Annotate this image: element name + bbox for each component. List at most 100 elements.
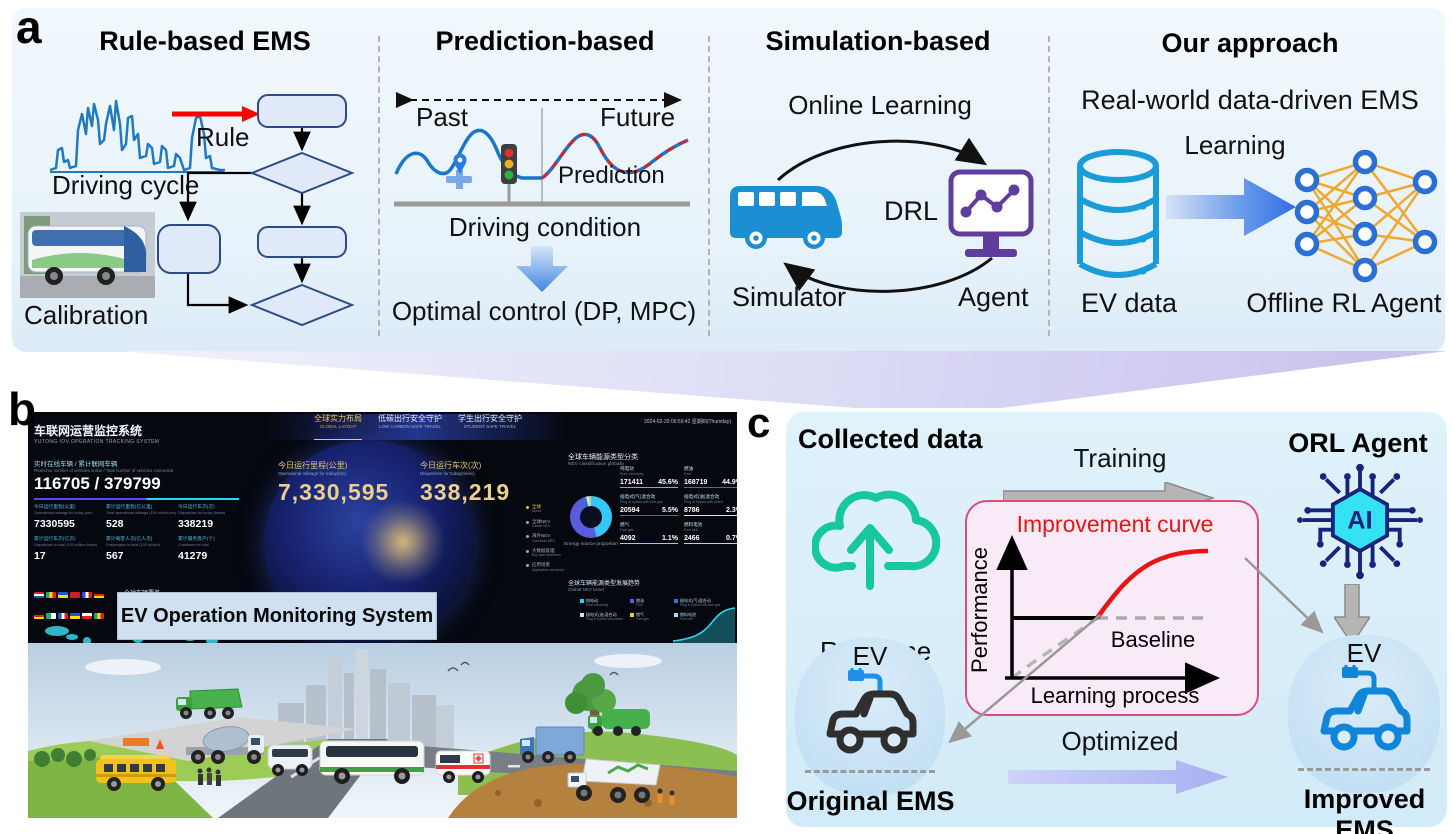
nev-heading-zh: 全球车辆能源类型分类 [568,454,638,461]
panel-c-label: c [747,399,771,446]
school-bus-illustration [96,755,176,791]
dashboard-title-en: YUTONG IOV OPERATION TRACKING SYSTEM [34,439,160,445]
menu-item-big-data[interactable]: 大数据处理 Big data treatment [526,548,568,558]
past-label: Past [416,102,469,132]
tab-student-travel[interactable]: 学生出行安全守护 STUDENT SAFE TRAVEL [458,414,522,429]
dashboard-title-zh: 车联网运营监控系统 [34,424,143,438]
tree [565,673,616,733]
donut-label: Energy source proportion [564,542,618,547]
dashboard-tabs: 全球实力布局 GLOBAL LAYOUT 低碳出行安全守护 LOW CARBON… [268,414,568,440]
flag [58,613,68,619]
stat-customers-total: 累计服务客户(个) Customers in total 41279 [178,537,215,563]
original-ev-car-icon [826,668,917,754]
ground-dashed-line [1298,768,1430,771]
flag [94,613,104,619]
energy-stats: 纯电动 Pure electricity 171411 45.6% 燃油 Fuel 1… [620,466,737,545]
column-separator [708,36,710,336]
online-vehicles-value: 116705 / 379799 [34,474,161,493]
agent-to-ev-arrow [1334,584,1370,644]
dashboard-menu: 全球 World 全球NEV Global NEV 海外NEV Overseas NE… [526,504,568,577]
original-ev-blob [795,638,945,796]
chart-connector-lines [948,557,1324,744]
trend-legend: 纯电动 Pure electricity 插电式(油)混合动 Plug in hyb… [580,598,736,625]
agent-label: Agent [958,282,1029,312]
stat-mileage-today: 今日运行里程(公里) Operational mileage for today … [34,505,93,531]
bus-icon [730,186,842,249]
simulation-based-title: Simulation-based [765,26,991,56]
collected-data-label: Collected data [798,424,983,454]
tab-low-carbon[interactable]: 低碳出行安全守护 LOW CARBON SAFE TRAVEL [378,414,442,429]
dirt-ground [448,763,737,818]
learning-process-axis-label: Learning process [1031,683,1200,708]
ev-monitoring-banner: EV Operation Monitoring System [117,592,437,640]
learning-loop-arrows [776,137,993,293]
tab-global-layout[interactable]: 全球实力布局 GLOBAL LAYOUT [314,414,362,440]
road-barrier [123,738,149,746]
ev-left-label: EV [852,641,888,671]
trend-area-chart [673,607,735,645]
energy-pure-electric: 纯电动 Pure electricity 171411 45.6% [620,466,678,489]
center-stat-mileage: 今日运行里程(公里) Operational mileage for today… [278,461,390,505]
workers [657,788,675,805]
energy-fuel-gas: 燃气 Fuel gas 4092 1.1% [620,522,678,545]
flowchart-box [257,226,347,258]
rule-label: Rule [196,122,250,152]
rule-based-title: Rule-based EMS [99,26,311,56]
traffic-light-icon [501,144,517,204]
menu-item-scenarios[interactable]: 应用场景 Applicable scenarios [526,562,568,572]
down-arrow-icon [516,246,568,292]
center-stat-dispatches: 今日运行车次(次) Dispatches for today(times) 33… [420,461,511,505]
online-vehicles-label-en: Real-time number of vehicles online / To… [34,468,174,473]
progress-bar [34,498,239,500]
our-approach-title: Our approach [1161,28,1339,58]
improved-ev-car-icon [1320,665,1411,751]
trend-heading-zh: 全球车辆能源类型发展趋势 [568,581,641,587]
banner-text: EV Operation Monitoring System [120,604,434,627]
box-truck-illustration [520,726,585,763]
flag [34,613,44,619]
drl-label: DRL [884,196,939,226]
driving-condition-label: Driving condition [448,212,642,242]
mining-truck-illustration [567,758,661,803]
location-pin-icon [446,153,472,189]
stat-total-mileage: 累计运行里程(亿公里) Total operational mileage (10… [106,505,177,531]
rule-arrow [172,106,260,122]
ambulance-illustration [435,750,491,783]
prediction-label: Prediction [558,162,665,189]
vehicles-montage [28,643,737,818]
improvement-curve-title: Improvement curve [1017,511,1214,537]
column-separator [378,36,380,336]
performance-axis-label: Performance [967,547,992,673]
ev-right-label: EV [1346,638,1382,668]
learning-label: Learning [1184,130,1286,160]
flowchart-box [257,94,347,128]
orl-agent-label: ORL Agent [1288,428,1428,458]
flag [82,613,92,619]
globe-lights [358,502,448,582]
driving-cycle-label: Driving cycle [52,170,200,200]
optimal-control-label: Optimal control (DP, MPC) [391,296,697,326]
birds [447,661,619,676]
ai-text: AI [1347,507,1372,535]
menu-item-world[interactable]: 全球 World [526,504,568,514]
ev-data-label: EV data [1080,288,1178,318]
menu-item-overseas-nev[interactable]: 海外NEV Overseas NEV [526,533,568,543]
flag [58,592,68,598]
simulator-label: Simulator [732,282,847,312]
calibration-bus-photo [20,212,155,298]
original-ems-label: Original EMS [786,786,955,816]
energy-phev-gas: 插电式(气)混合动 Plug in hybrid with fuel gas 20… [620,494,678,517]
traffic-cone [156,739,164,749]
energy-phev-petrol: 插电式(油)混合动 Plug in hybrid with petrol 8786… [684,494,737,517]
panel-a-approaches [12,8,1445,352]
nev-heading-en: NEV classification globally [568,462,624,467]
menu-item-global-nev[interactable]: 全球NEV Global NEV [526,519,568,529]
flag [46,592,56,598]
improved-ems-label: Improved EMS [1303,784,1426,834]
garbage-truck-illustration [588,709,650,736]
stat-passengers-total: 累计载客人次(亿人次) Passengers in total (100 mill… [106,537,161,563]
optimized-label: Optimized [1061,726,1179,756]
neural-network-icon [1294,149,1438,283]
rule-flowchart [157,94,355,327]
